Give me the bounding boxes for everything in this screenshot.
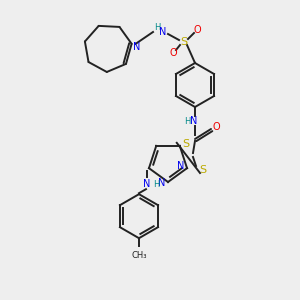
Text: H: H bbox=[153, 180, 159, 189]
Text: O: O bbox=[169, 48, 177, 58]
Text: S: S bbox=[180, 37, 188, 47]
Text: O: O bbox=[193, 25, 201, 35]
Text: O: O bbox=[212, 122, 220, 132]
Text: S: S bbox=[182, 139, 189, 149]
Text: N: N bbox=[177, 161, 185, 171]
Text: H: H bbox=[154, 22, 160, 32]
Text: N: N bbox=[159, 27, 167, 37]
Text: H: H bbox=[184, 116, 190, 125]
Text: CH₃: CH₃ bbox=[131, 251, 147, 260]
Text: N: N bbox=[133, 42, 140, 52]
Text: N: N bbox=[158, 178, 166, 188]
Text: S: S bbox=[200, 165, 207, 175]
Text: N: N bbox=[143, 179, 151, 189]
Text: N: N bbox=[190, 116, 198, 126]
